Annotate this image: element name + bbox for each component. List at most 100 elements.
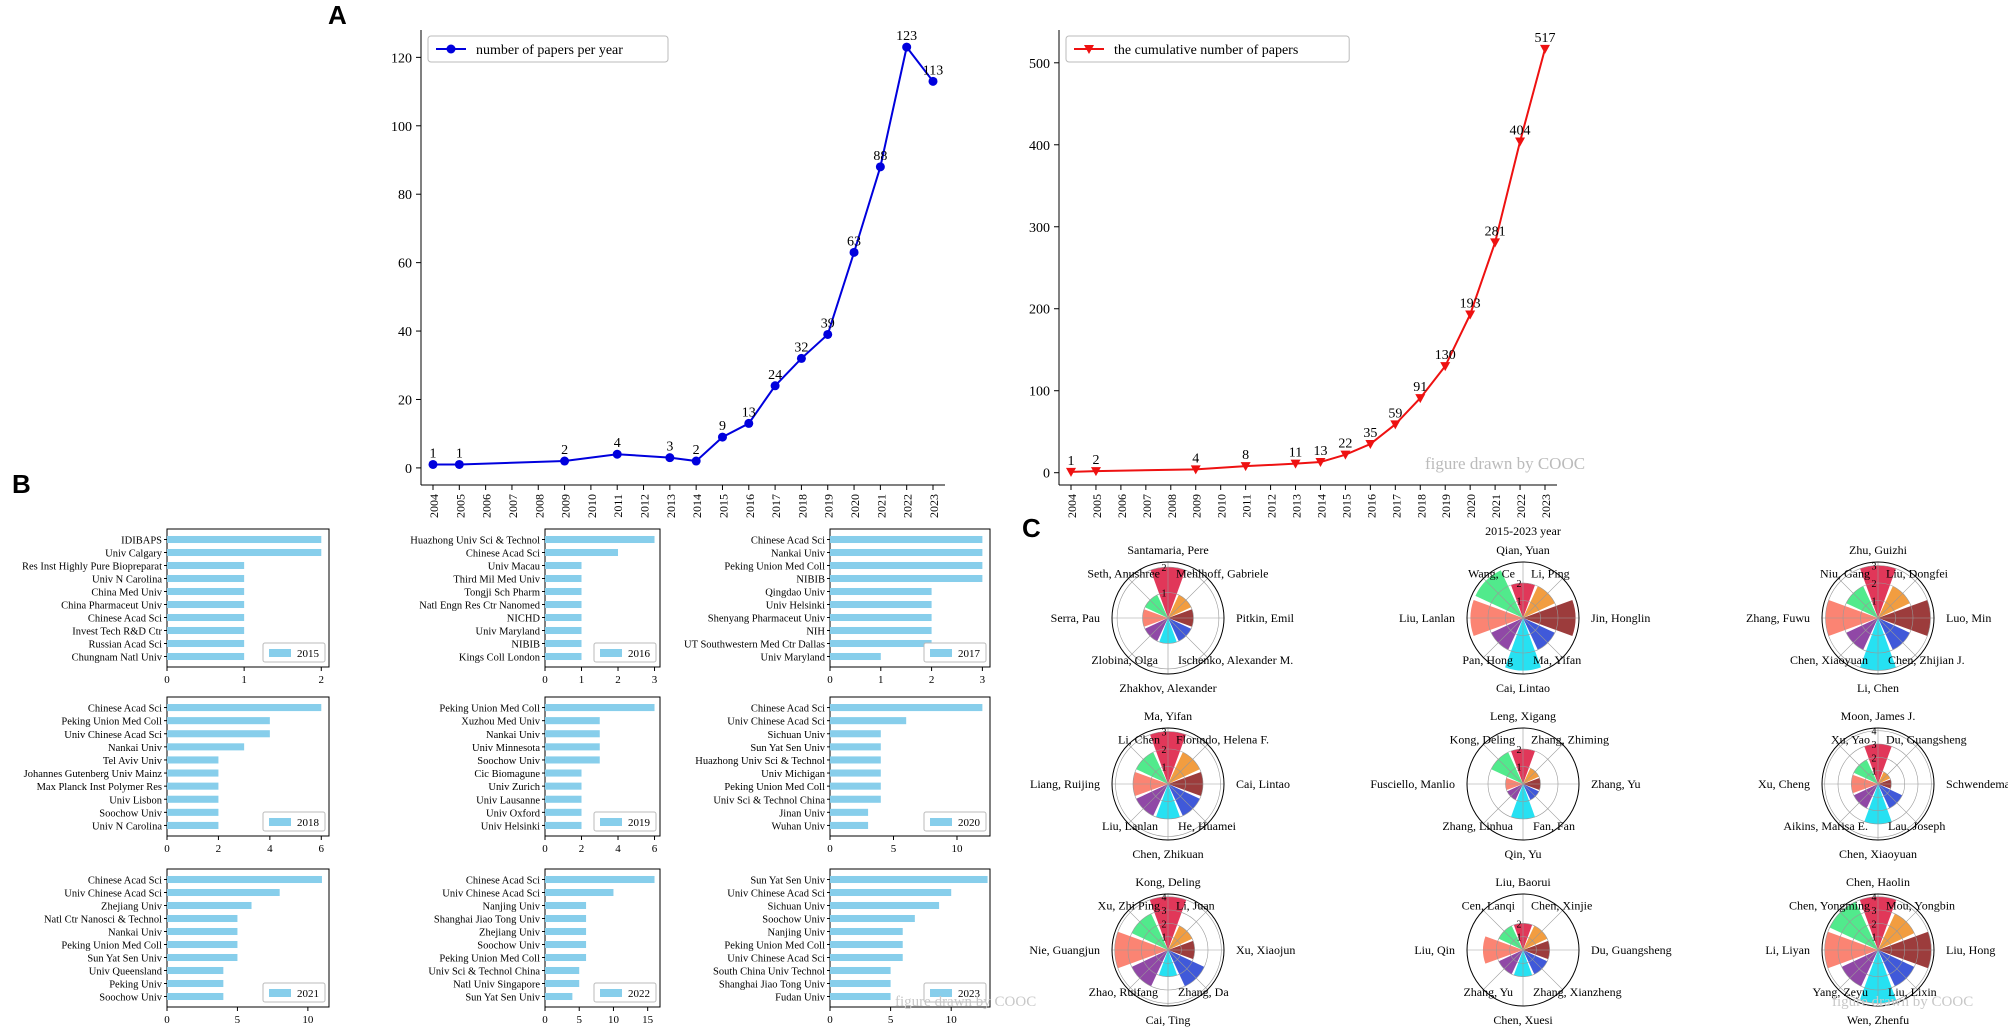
polar-panel-2017: 1 2 3 Zhu, Guizhi Liu, Dongfei Luo, Min Chen, …: [1746, 543, 1991, 695]
angular-gridline: [1167, 783, 1208, 824]
author-label: Zhang, Fuwu: [1746, 611, 1810, 625]
data-point: [1490, 238, 1501, 248]
bar: [830, 535, 983, 544]
x-tick-label: 0: [164, 843, 170, 855]
category-label: Univ Minnesota: [472, 743, 540, 754]
bar: [167, 979, 224, 988]
bar-panel-2016: Huazhong Univ Sci & Technol Chinese Acad …: [410, 528, 661, 686]
bar-panel-2022: Chinese Acad Sci Univ Chinese Acad Sci Nan…: [428, 868, 661, 1026]
bar: [545, 953, 587, 962]
polar-panel-2023: 1 2 3 4 Chen, Haolin Mou, Yongbin Liu, Hong Liu…: [1765, 875, 1995, 1027]
x-tick-label: 2011: [1240, 494, 1254, 518]
legend-label: 2022: [628, 988, 650, 1000]
data-label: 91: [1413, 380, 1427, 395]
author-label: Chen, Zhikuan: [1132, 847, 1203, 861]
cumulative-papers-chart: 0 100 200 300 400 500 2004 2005 2006 2007 2008 2009…: [1029, 30, 1585, 518]
author-label: Zhang, Zhiming: [1531, 733, 1609, 747]
polar-frame: [1466, 727, 1580, 841]
radial-tick-label: 4: [1872, 893, 1877, 904]
x-tick-label: 2023: [1539, 494, 1553, 518]
legend-label: 2021: [297, 988, 319, 1000]
legend-swatch: [930, 818, 952, 826]
category-label: Chinese Acad Sci: [88, 704, 162, 715]
data-label: 8: [1242, 448, 1249, 463]
radial-tick-label: 1: [1517, 763, 1522, 774]
category-label: Res Inst Highly Pure Biopreparat: [22, 562, 162, 573]
x-tick-label: 5: [888, 1014, 894, 1026]
data-point: [823, 329, 833, 339]
bar: [545, 901, 587, 910]
x-tick-label: 2016: [1364, 494, 1378, 518]
category-label: Univ Helsinki: [766, 601, 825, 612]
x-tick-label: 0: [542, 1014, 548, 1026]
category-label: Cic Biomagune: [474, 769, 540, 780]
category-label: Univ N Carolina: [92, 575, 162, 586]
radial-tick-label: 1: [1872, 767, 1877, 778]
author-label: Liu, Hong: [1946, 943, 1995, 957]
category-label: Sichuan Univ: [768, 902, 826, 913]
category-label: Peking Union Med Coll: [439, 704, 540, 715]
x-tick-label: 6: [319, 843, 325, 855]
author-label: Seth, Anushree: [1087, 567, 1160, 581]
legend-box: [593, 642, 657, 663]
x-tick-label: 10: [951, 843, 963, 855]
x-tick-label: 0: [164, 674, 170, 686]
category-label: Peking Union Med Coll: [724, 941, 825, 952]
category-label: Soochow Univ: [762, 915, 825, 926]
bar: [830, 652, 881, 661]
bar: [545, 548, 619, 557]
category-label: Xuzhou Med Univ: [461, 717, 540, 728]
legend-label: 2017: [958, 648, 981, 660]
category-label: Huazhong Univ Sci & Technol: [410, 536, 540, 547]
data-point: [744, 418, 754, 428]
author-label: Serra, Pau: [1051, 611, 1100, 625]
y-tick-label: 100: [391, 120, 412, 135]
data-label: 11: [1289, 446, 1302, 461]
x-tick-label: 2009: [559, 494, 573, 518]
author-label: Niu, Gang: [1820, 567, 1870, 581]
category-label: Natl Engn Res Ctr Nanomed: [419, 601, 540, 612]
category-label: Chinese Acad Sci: [88, 876, 162, 887]
bar: [167, 652, 245, 661]
bar-panel-frame: [544, 868, 661, 1008]
x-tick-label: 2023: [927, 494, 941, 518]
angular-gridline: [1483, 744, 1524, 785]
bar: [545, 600, 582, 609]
legend-label: 2015: [297, 648, 320, 660]
legend-box: [593, 811, 657, 832]
bar: [167, 769, 219, 777]
category-label: Jinan Univ: [779, 808, 826, 819]
category-label: Peking Univ: [109, 980, 163, 991]
author-label: Chen, Zhijian J.: [1888, 653, 1965, 667]
bar: [830, 561, 983, 570]
data-point: [665, 453, 675, 463]
category-label: Qingdao Univ: [765, 588, 826, 599]
y-tick-label: 0: [405, 462, 412, 477]
data-point: [560, 456, 570, 466]
category-label: Nankai Univ: [108, 928, 163, 939]
bar: [830, 626, 932, 635]
x-tick-label: 2004: [1065, 494, 1079, 518]
bar: [830, 875, 988, 884]
data-label: 404: [1510, 123, 1531, 138]
bar: [167, 639, 245, 648]
bar: [830, 600, 932, 609]
category-label: IDIBAPS: [121, 536, 162, 547]
bar-panel-frame: [166, 528, 330, 668]
category-label: Chinese Acad Sci: [751, 704, 825, 715]
category-label: Nankai Univ: [108, 743, 163, 754]
author-label: Yang, Zeyu: [1813, 985, 1868, 999]
institution-bar-charts: IDIBAPS Univ Calgary Res Inst Highly Pure …: [22, 528, 1036, 1026]
bar: [545, 782, 582, 790]
panel-label-a: A: [328, 0, 347, 30]
x-tick-label: 2: [319, 674, 325, 686]
category-label: Chinese Acad Sci: [88, 614, 162, 625]
angular-gridline: [1167, 744, 1208, 785]
data-label: 1: [456, 446, 463, 461]
author-label: Chen, Xinjie: [1531, 899, 1592, 913]
author-label: Leng, Xigang: [1490, 709, 1556, 723]
category-label: Univ Zurich: [488, 782, 540, 793]
radial-tick-label: 1: [1517, 933, 1522, 944]
x-tick-label: 3: [980, 674, 986, 686]
bar: [830, 966, 891, 975]
